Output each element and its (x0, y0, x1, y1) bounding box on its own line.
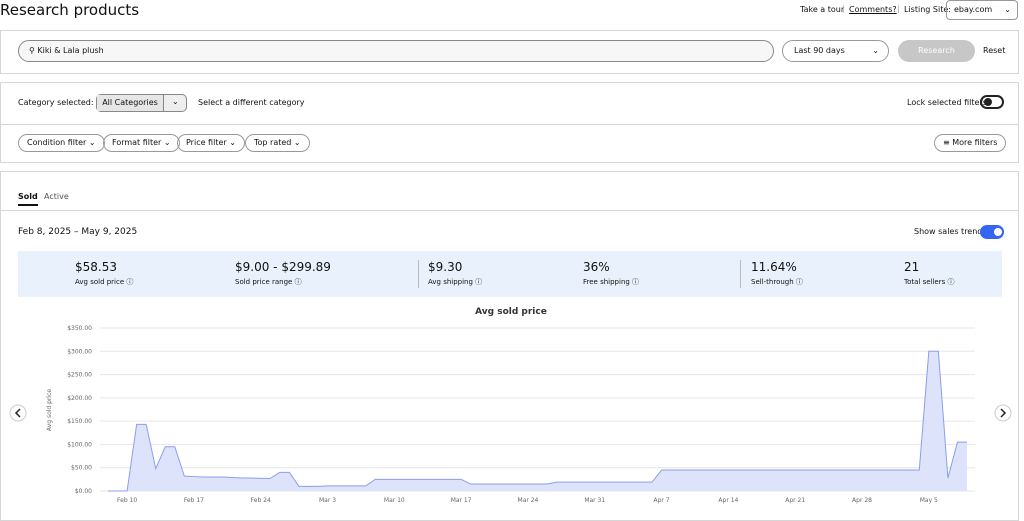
y-tick-label: $350.00 (67, 325, 92, 332)
divider (418, 260, 419, 288)
tour-link[interactable]: Take a tour (800, 5, 845, 14)
filter-text: Top rated (254, 138, 292, 147)
x-tick-label: Apr 7 (654, 497, 670, 504)
chevron: ⌄ (1004, 5, 1011, 14)
stat-value: 36% (583, 260, 610, 274)
x-tick-label: Mar 17 (451, 497, 472, 504)
prev-icon (14, 408, 21, 418)
reset-button[interactable]: Reset (983, 46, 1006, 55)
filter-button[interactable]: Price filter ⌄ (177, 134, 245, 152)
filter-text: Price filter (186, 138, 227, 147)
stat-label: Total sellers ⓘ (904, 278, 955, 286)
divider (740, 260, 741, 288)
y-tick-label: $250.00 (67, 372, 92, 379)
chart: Avg sold price Avg sold price $0.00 $50.0… (9, 307, 1012, 504)
stat-label: Sold price range ⓘ (235, 278, 302, 286)
stat-value: $58.53 (75, 260, 117, 274)
stat-label: Avg shipping ⓘ (428, 278, 483, 286)
stat-value: 11.64% (751, 260, 797, 274)
y-tick-label: $200.00 (67, 395, 92, 402)
date-range: Feb 8, 2025 – May 9, 2025 (18, 227, 138, 237)
search-input[interactable]: ⚲ Kiki & Lala plush (18, 40, 774, 62)
x-tick-label: Feb 17 (184, 497, 204, 504)
y-tick-label: $0.00 (75, 488, 92, 495)
divider (0, 124, 1019, 125)
search-query: Kiki & Lala plush (37, 46, 104, 55)
stat-value: $9.00 - $299.89 (235, 260, 331, 274)
x-tick-label: Mar 24 (518, 497, 539, 504)
stat-label: Avg sold price ⓘ (75, 278, 134, 286)
stat-value: 21 (904, 260, 920, 274)
category-select[interactable]: All Categories ⌄ (96, 94, 187, 112)
range-select[interactable]: Last 90 days ⌄ (782, 40, 889, 62)
change-category[interactable]: Select a different category (198, 98, 305, 107)
stats-band (18, 251, 1002, 297)
filter-text: Condition filter (27, 138, 87, 147)
y-tick-label: $100.00 (67, 441, 92, 448)
category-label: Category selected: (18, 98, 94, 107)
x-tick-label: Mar 31 (584, 497, 605, 504)
x-tick-label: Apr 14 (718, 497, 738, 504)
trends-label: Show sales trends (914, 227, 987, 236)
chevron: ⌄ (872, 46, 879, 55)
filter-button[interactable]: Format filter ⌄ (103, 134, 180, 152)
trends-toggle[interactable] (980, 225, 1004, 239)
y-tick-label: $300.00 (67, 348, 92, 355)
lock-toggle[interactable] (980, 95, 1004, 109)
lock-label: Lock selected filters (907, 98, 987, 107)
site-value: ebay.com (954, 5, 993, 14)
x-tick-label: Apr 21 (785, 497, 805, 504)
chevron: ⌄ (172, 97, 179, 106)
more-filters[interactable]: ≡ More filters (934, 134, 1007, 152)
filter-text: Format filter (112, 138, 162, 147)
stat-label: Sell-through ⓘ (751, 278, 803, 286)
x-tick-label: Feb 24 (251, 497, 271, 504)
site-select[interactable]: ebay.com ⌄ (946, 0, 1018, 20)
prev-button[interactable] (9, 404, 27, 422)
stat-label: Free shipping ⓘ (583, 278, 640, 286)
next-button[interactable] (994, 404, 1012, 422)
y-tick-label: $150.00 (67, 418, 92, 425)
separator: | (897, 4, 900, 13)
filter-button[interactable]: Condition filter ⌄ (18, 134, 105, 152)
category-value: All Categories (97, 95, 164, 111)
filter-button[interactable]: Top rated ⌄ (245, 134, 310, 152)
site-label: Listing Site: (904, 5, 951, 14)
chart-title: Avg sold price (475, 307, 547, 317)
tab-active[interactable]: Active (44, 192, 69, 201)
x-tick-label: Mar 3 (319, 497, 336, 504)
next-icon (1000, 408, 1007, 418)
page-title: Research products (0, 1, 140, 19)
filter-text: More filters (952, 138, 998, 147)
range-value: Last 90 days (794, 46, 845, 55)
x-tick-label: May 5 (920, 497, 938, 504)
research-button[interactable]: Research (898, 40, 975, 62)
comments-link[interactable]: Comments? (849, 5, 897, 14)
divider (0, 210, 1019, 211)
tab-sold[interactable]: Sold (18, 192, 38, 206)
x-tick-label: Mar 10 (384, 497, 405, 504)
x-tick-label: Apr 28 (852, 497, 872, 504)
stat-value: $9.30 (428, 260, 463, 274)
area-line (108, 350, 967, 492)
y-tick-label: $50.00 (71, 465, 92, 472)
x-tick-label: Feb 10 (117, 497, 137, 504)
y-axis-title: Avg sold price (46, 389, 53, 431)
separator: | (842, 4, 845, 13)
